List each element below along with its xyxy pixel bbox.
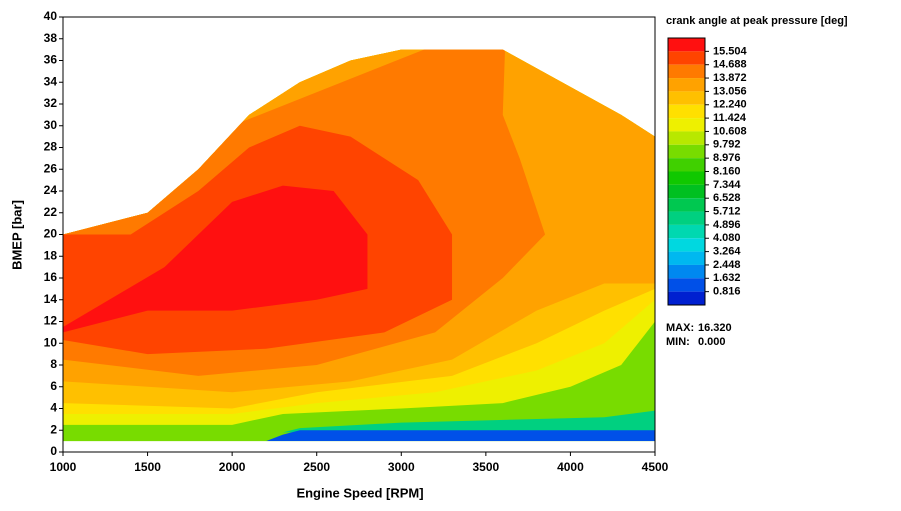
colorbar-label: 13.056 (713, 85, 747, 97)
y-tick-label: 2 (50, 422, 57, 436)
y-tick-label: 40 (44, 9, 58, 23)
colorbar-label: 3.264 (713, 246, 741, 258)
y-tick-label: 14 (44, 292, 58, 306)
colorbar-label: 7.344 (713, 179, 741, 191)
colorbar-label: 5.712 (713, 205, 741, 217)
y-tick-label: 32 (44, 96, 58, 110)
colorbar-swatch (668, 78, 705, 92)
colorbar-swatch (668, 224, 705, 239)
colorbar-swatch (668, 291, 705, 305)
colorbar-label: 15.504 (713, 45, 748, 57)
x-tick-label: 1500 (134, 460, 161, 474)
y-tick-label: 24 (44, 183, 58, 197)
colorbar-label: 14.688 (713, 59, 747, 71)
x-tick-label: 2000 (219, 460, 246, 474)
x-tick-label: 2500 (303, 460, 330, 474)
colorbar-swatch (668, 104, 705, 119)
y-tick-label: 8 (50, 357, 57, 371)
y-tick-label: 12 (44, 314, 58, 328)
colorbar-label: 1.632 (713, 272, 741, 284)
min-label: MIN: (666, 336, 690, 348)
contour-region (282, 410, 655, 433)
colorbar-swatch (668, 38, 705, 52)
y-tick-label: 28 (44, 140, 58, 154)
max-value: 16.320 (698, 322, 732, 334)
colorbar-swatch (668, 171, 705, 185)
x-tick-label: 4500 (642, 460, 669, 474)
colorbar-label: 8.976 (713, 152, 741, 164)
colorbar-swatch (668, 144, 705, 159)
colorbar-label: 10.608 (713, 125, 747, 137)
colorbar-swatch (668, 278, 705, 292)
y-tick-label: 6 (50, 379, 57, 393)
contour-region (63, 185, 368, 333)
colorbar-label: 13.872 (713, 72, 747, 84)
contour-region (265, 430, 655, 442)
colorbar-swatch (668, 264, 705, 279)
colorbar-label: 6.528 (713, 192, 741, 204)
y-tick-label: 18 (44, 248, 58, 262)
colorbar-swatch (668, 131, 705, 145)
colorbar-swatch (668, 64, 705, 79)
colorbar-label: 2.448 (713, 259, 741, 271)
contour-regions (63, 49, 655, 442)
y-tick-label: 0 (50, 444, 57, 458)
y-tick-label: 16 (44, 270, 58, 284)
y-tick-label: 30 (44, 118, 58, 132)
y-axis-label: BMEP [bar] (9, 200, 24, 270)
y-tick-label: 4 (50, 401, 57, 415)
colorbar-title: crank angle at peak pressure [deg] (666, 15, 848, 27)
y-tick-label: 22 (44, 205, 58, 219)
y-tick-label: 34 (44, 74, 58, 88)
y-tick-label: 36 (44, 53, 58, 67)
colorbar-label: 4.080 (713, 232, 741, 244)
colorbar-swatch (668, 51, 705, 65)
colorbar-swatch (668, 251, 705, 265)
x-axis-label: Engine Speed [RPM] (296, 485, 423, 500)
max-label: MAX: (666, 322, 694, 334)
colorbar-swatch (668, 91, 705, 105)
y-tick-label: 10 (44, 335, 58, 349)
colorbar-label: 0.816 (713, 286, 741, 298)
colorbar-label: 8.160 (713, 165, 741, 177)
y-tick-label: 26 (44, 161, 58, 175)
x-tick-label: 3000 (388, 460, 415, 474)
colorbar-label: 11.424 (713, 112, 747, 124)
colorbar-label: 12.240 (713, 99, 747, 111)
x-tick-label: 1000 (50, 460, 77, 474)
min-value: 0.000 (698, 336, 726, 348)
colorbar-label: 4.896 (713, 219, 741, 231)
y-tick-label: 20 (44, 227, 58, 241)
y-tick-label: 38 (44, 31, 58, 45)
colorbar-label: 9.792 (713, 139, 741, 151)
colorbar-swatch (668, 184, 705, 199)
colorbar-swatch (668, 238, 705, 252)
x-tick-label: 4000 (557, 460, 584, 474)
colorbar-swatch (668, 198, 705, 212)
x-tick-label: 3500 (473, 460, 500, 474)
colorbar-swatch (668, 158, 705, 172)
colorbar-swatch (668, 211, 705, 225)
colorbar-swatch (668, 118, 705, 132)
